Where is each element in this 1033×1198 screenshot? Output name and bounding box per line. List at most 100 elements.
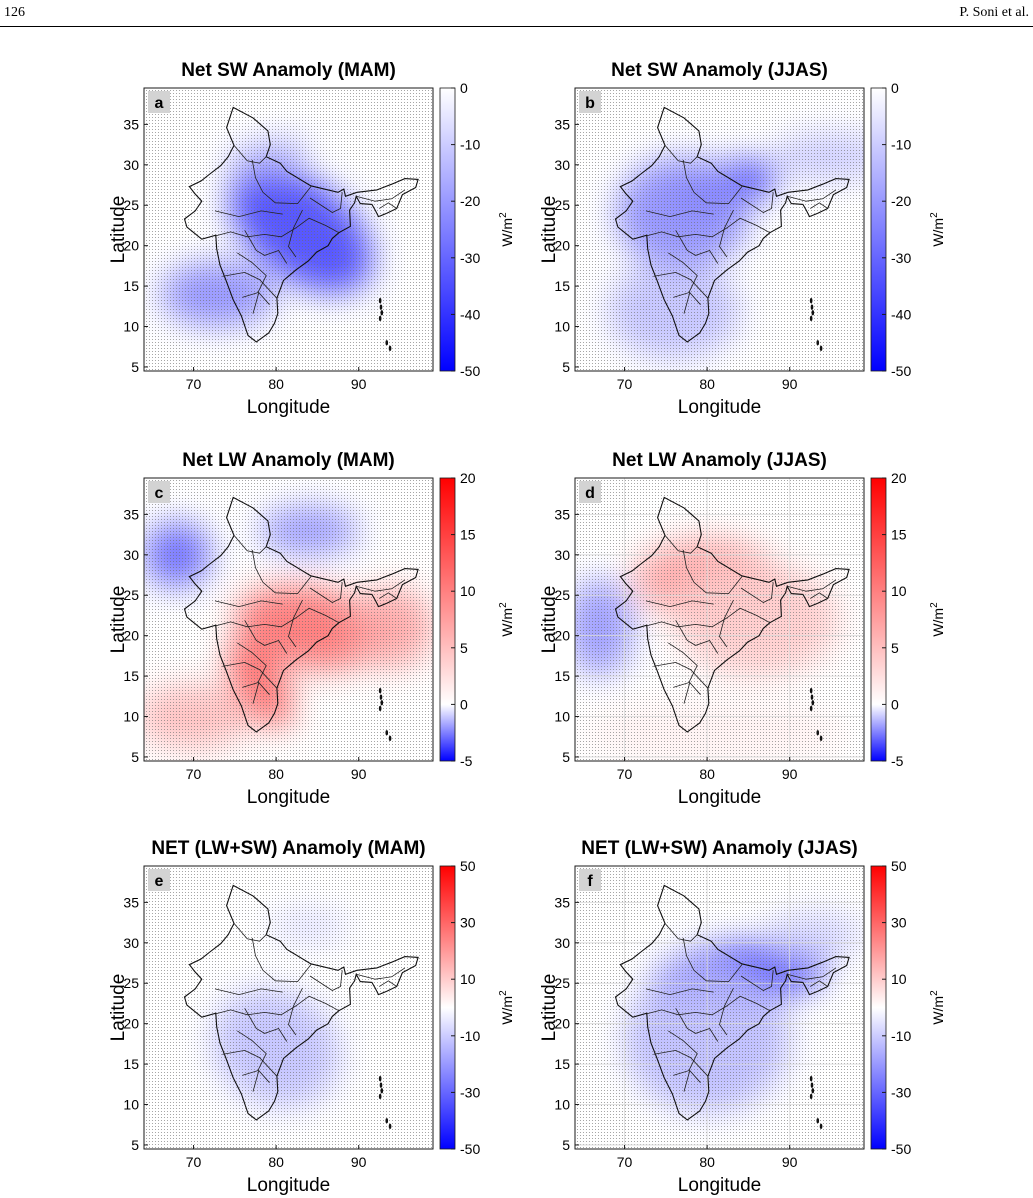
y-tick-label: 10: [554, 319, 570, 335]
state-boundary: [645, 607, 771, 628]
significance-stipple: [575, 866, 864, 1149]
grid-lines: [575, 866, 864, 1149]
state-boundary: [233, 145, 267, 164]
colorbar-label: W/m2: [498, 990, 515, 1025]
island: [810, 694, 814, 700]
state-boundary: [668, 252, 698, 298]
y-tick-label: 35: [123, 116, 139, 132]
state-boundary: [237, 642, 267, 688]
island: [380, 700, 384, 706]
map-area: [144, 88, 433, 371]
panel-letter-box: [579, 481, 601, 503]
country-outline: [614, 884, 850, 1121]
island: [809, 705, 813, 712]
header-rule: [0, 26, 1033, 27]
panel-letter-box: [579, 91, 601, 113]
colorbar-tick-label: 10: [460, 971, 476, 987]
state-boundary: [668, 642, 698, 688]
state-boundary: [309, 192, 343, 213]
y-tick-label: 5: [562, 359, 570, 375]
y-tick-label: 10: [123, 319, 139, 335]
y-tick-label: 15: [123, 1056, 139, 1072]
colorbar-label: W/m2: [498, 602, 515, 637]
state-boundary: [740, 192, 774, 213]
colorbar-tick-label: 15: [891, 527, 907, 543]
colorbar-tick-label: -5: [460, 753, 473, 769]
y-tick-label: 35: [554, 894, 570, 910]
island: [379, 1082, 383, 1088]
island: [809, 1076, 813, 1082]
state-boundary: [214, 217, 340, 238]
island: [378, 315, 382, 322]
island: [385, 1118, 389, 1124]
page-number: 126: [4, 5, 25, 20]
colorbar-tick-label: 20: [891, 470, 907, 486]
map-area: [144, 866, 433, 1149]
colorbar-label: W/m2: [929, 990, 946, 1025]
state-boundary: [675, 1008, 719, 1042]
state-boundary: [740, 970, 774, 991]
map-area: [575, 478, 864, 761]
y-tick-label: 35: [554, 506, 570, 522]
state-boundary: [233, 535, 267, 554]
colorbar-tick-label: -5: [891, 753, 904, 769]
state-boundary: [251, 159, 312, 205]
colorbar-tick-label: 20: [460, 470, 476, 486]
colorbar-tick-label: -10: [891, 1028, 911, 1044]
colorbar-tick-label: -20: [460, 193, 480, 209]
state-boundary: [682, 937, 743, 983]
x-tick-label: 80: [699, 766, 715, 782]
colorbar-tick-label: 5: [460, 640, 468, 656]
y-tick-label: 5: [131, 359, 139, 375]
colorbar-tick-label: -10: [891, 137, 911, 153]
country-outline: [614, 496, 850, 733]
y-tick-label: 20: [123, 628, 139, 644]
colorbar-tick-label: -30: [891, 250, 911, 266]
island: [809, 688, 813, 694]
significance-stipple: [144, 88, 433, 371]
state-boundary: [645, 995, 771, 1016]
colorbar-tick-label: 0: [891, 696, 899, 712]
panel-letter: c: [155, 485, 164, 502]
state-boundary: [244, 230, 288, 264]
state-boundary: [653, 661, 709, 689]
state-boundary: [244, 1008, 288, 1042]
colorbar-tick-label: -50: [891, 363, 911, 379]
chart-panel-f: NET (LW+SW) Anamoly (JJAS) f 70 80 90 5 10 15 20…: [539, 838, 946, 1196]
state-boundary: [214, 988, 283, 996]
colorbar-tick-label: -40: [460, 306, 480, 322]
x-tick-label: 80: [268, 1154, 284, 1170]
chart-panel-a: Net SW Anamoly (MAM) a 70 80 90 5 10 15 20 25 30 35…: [108, 60, 515, 418]
chart-panel-c: Net LW Anamoly (MAM) c 70 80 90 5 10 15 20 25 30 35…: [108, 450, 515, 808]
state-boundary: [252, 291, 270, 314]
x-axis-label: Longitude: [678, 397, 761, 418]
y-tick-label: 5: [131, 1137, 139, 1153]
panel-letter: b: [585, 95, 595, 112]
y-tick-label: 30: [554, 547, 570, 563]
colorbar: [439, 477, 456, 762]
y-axis-label: Latitude: [108, 196, 129, 264]
y-axis-label: Latitude: [539, 196, 560, 264]
colorbar-tick-label: -50: [891, 1141, 911, 1157]
plot-frame: [574, 865, 865, 1150]
colorbar: [870, 865, 887, 1150]
colorbar-tick-label: -10: [460, 1028, 480, 1044]
colorbar-tick-label: -30: [460, 250, 480, 266]
island: [819, 1123, 823, 1129]
island: [380, 1088, 384, 1094]
x-tick-label: 80: [268, 376, 284, 392]
state-boundary: [810, 592, 828, 599]
panel-letter: d: [585, 485, 595, 502]
x-tick-label: 90: [351, 376, 367, 392]
y-tick-label: 25: [123, 975, 139, 991]
colorbar-tick-label: 50: [891, 858, 907, 874]
y-tick-label: 10: [554, 709, 570, 725]
country-outline: [183, 106, 419, 343]
island: [378, 1076, 382, 1082]
y-tick-label: 25: [123, 197, 139, 213]
state-boundary: [379, 980, 397, 987]
colorbar-tick-label: -50: [460, 363, 480, 379]
state-boundary: [787, 967, 837, 980]
colorbar-tick-label: 30: [891, 915, 907, 931]
island: [388, 1123, 392, 1129]
